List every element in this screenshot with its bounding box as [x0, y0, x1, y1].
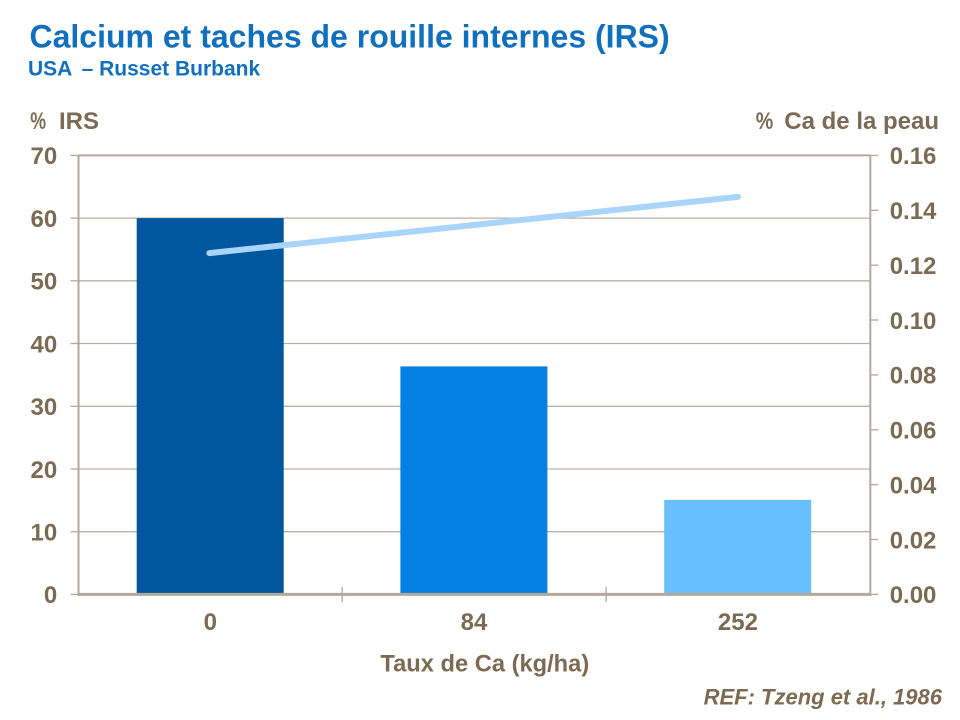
svg-text:%: %: [30, 108, 46, 135]
svg-text:0.14: 0.14: [890, 198, 937, 225]
svg-text:0.02: 0.02: [890, 527, 937, 554]
svg-text:0.06: 0.06: [890, 418, 937, 445]
svg-text:84: 84: [461, 609, 488, 636]
svg-text:40: 40: [30, 331, 57, 358]
svg-text:0: 0: [44, 582, 57, 609]
svg-text:252: 252: [718, 609, 758, 636]
svg-text:0.04: 0.04: [890, 473, 937, 500]
svg-text:0.08: 0.08: [890, 363, 937, 390]
svg-text:60: 60: [30, 206, 57, 233]
svg-text:50: 50: [30, 269, 57, 296]
svg-text:0: 0: [204, 609, 217, 636]
svg-text:REF: Tzeng et al., 1986: REF: Tzeng et al., 1986: [704, 684, 943, 709]
svg-text:20: 20: [30, 457, 57, 484]
svg-text:IRS: IRS: [59, 108, 99, 135]
svg-text:USA – Russet Burbank: USA – Russet Burbank: [28, 58, 260, 81]
svg-text:%: %: [756, 108, 774, 135]
svg-text:Calcium et taches de rouille i: Calcium et taches de rouille internes (I…: [30, 19, 670, 55]
svg-text:10: 10: [30, 520, 57, 547]
svg-text:30: 30: [30, 394, 57, 421]
svg-text:0.00: 0.00: [890, 582, 937, 609]
svg-text:Taux de Ca (kg/ha): Taux de Ca (kg/ha): [380, 651, 589, 677]
svg-text:Ca de la peau: Ca de la peau: [784, 108, 939, 135]
svg-text:0.12: 0.12: [890, 253, 937, 280]
svg-text:70: 70: [30, 143, 57, 170]
svg-text:0.16: 0.16: [890, 143, 937, 170]
svg-text:0.10: 0.10: [890, 308, 937, 335]
